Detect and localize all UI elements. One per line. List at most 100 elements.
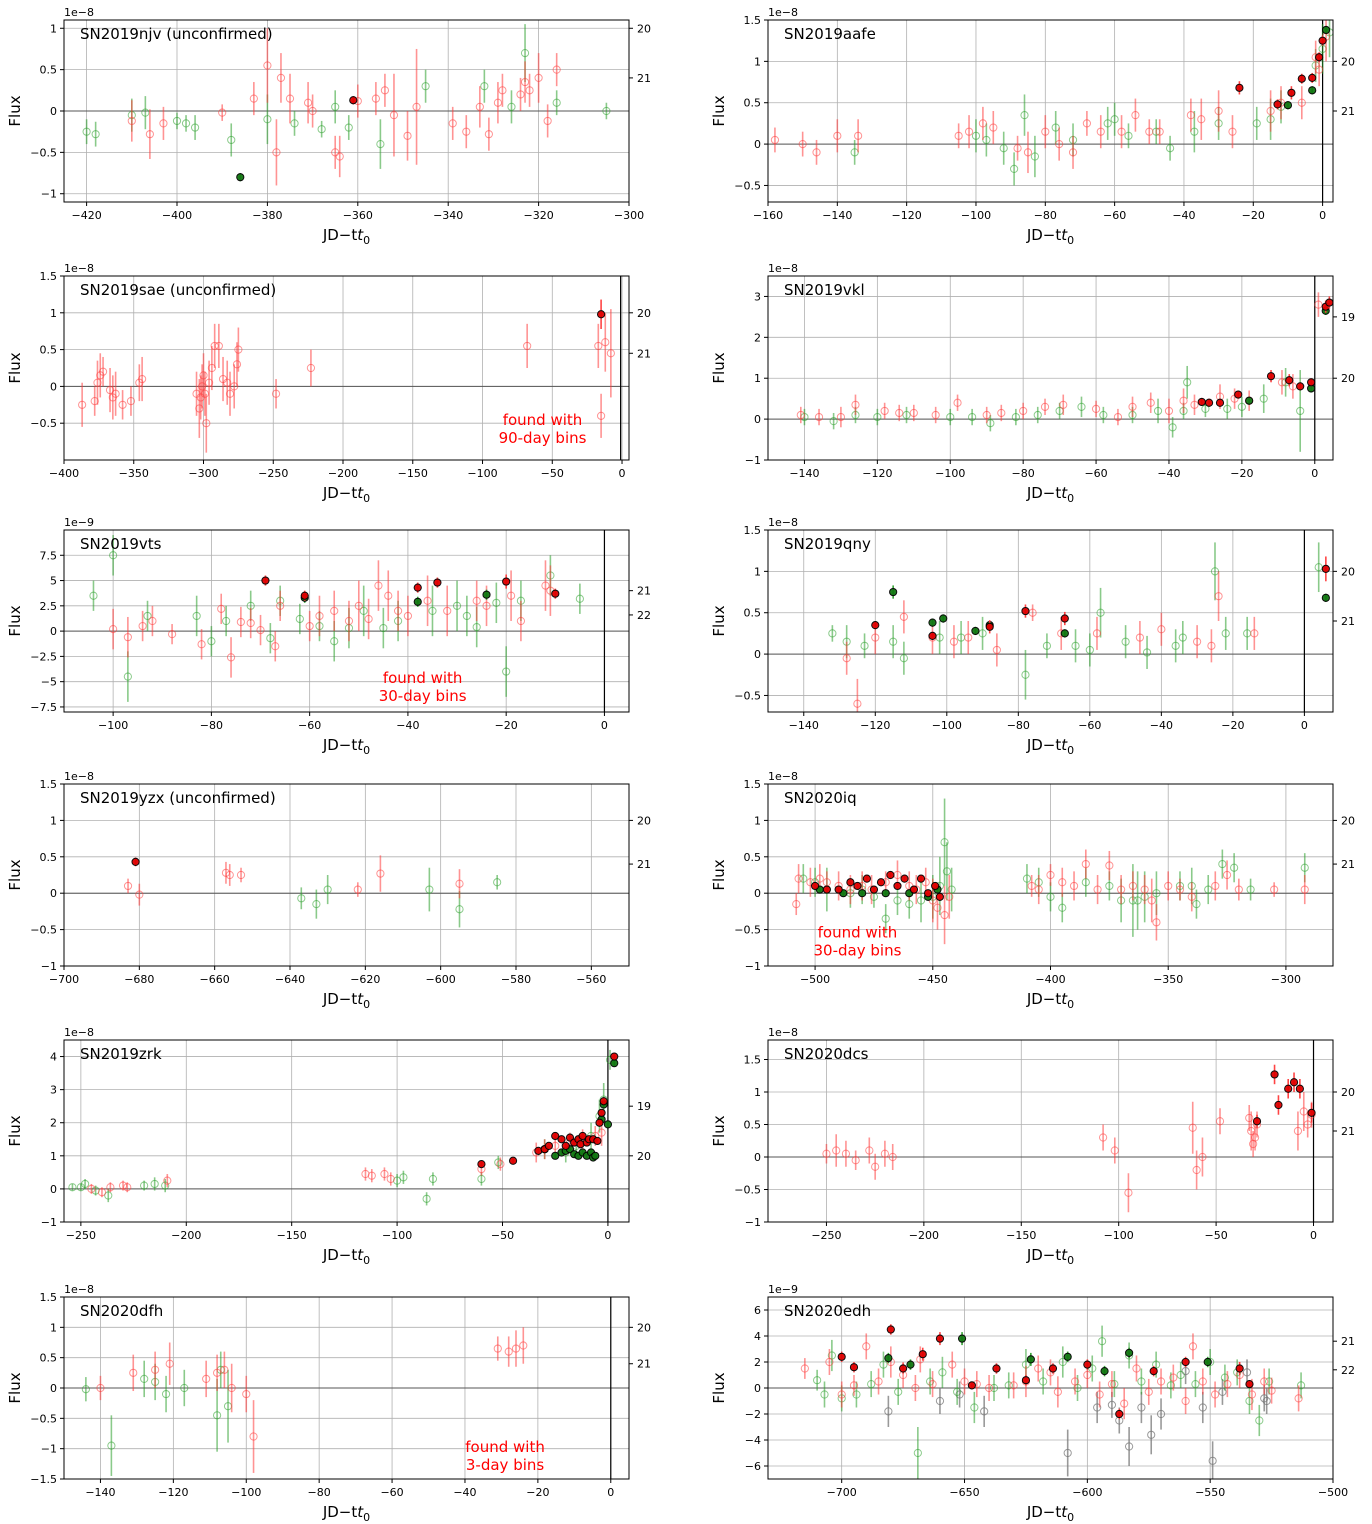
- point-g-filled: [1063, 1352, 1072, 1361]
- point-g-open: [492, 598, 501, 607]
- point-g-open: [344, 123, 353, 132]
- point-r-open: [249, 1432, 258, 1441]
- x-tick-label: −680: [124, 973, 154, 986]
- point-g-open: [312, 900, 321, 909]
- point-r-filled: [1060, 614, 1069, 623]
- point-r-open: [195, 404, 204, 413]
- y-tick-label: 0.5: [744, 1119, 762, 1132]
- point-g-open: [953, 1387, 962, 1397]
- point-r-open: [798, 139, 807, 149]
- point-g-open: [1085, 645, 1094, 655]
- point-gray-open: [1218, 1387, 1227, 1397]
- point-r-open: [305, 621, 314, 631]
- panel-title: SN2019njv (unconfirmed): [80, 25, 273, 43]
- data-points: [68, 1049, 619, 1206]
- point-g-open: [894, 1387, 903, 1397]
- y-tick-label: 0: [754, 1151, 761, 1164]
- point-r-open: [865, 1146, 874, 1155]
- point-r-open: [516, 616, 526, 626]
- point-r-open: [880, 1149, 889, 1158]
- point-g-open: [104, 1191, 113, 1200]
- point-r-open: [954, 131, 963, 140]
- point-r-open: [895, 408, 904, 418]
- point-r-open: [246, 618, 255, 628]
- point-g-filled: [884, 1354, 893, 1363]
- point-g-open: [494, 1158, 503, 1167]
- x-tick-label: −100: [231, 1486, 261, 1499]
- point-g-open: [472, 622, 481, 632]
- x-axis-label: JD−tt0: [1026, 484, 1074, 505]
- point-r-open: [127, 116, 136, 126]
- point-g-open: [1099, 410, 1108, 420]
- y-tick-label: 0.5: [40, 344, 58, 357]
- point-g-open: [1020, 111, 1029, 120]
- x-tick-label: −140: [789, 719, 819, 732]
- point-g-open: [425, 885, 434, 894]
- y-tick-label: −0.5: [30, 146, 57, 159]
- point-g-open: [828, 629, 837, 638]
- point-r-open: [199, 371, 208, 380]
- subplot-9: −250 −200 −150 −100 −50 0 −1 0 1 2 3 4 19 20 1e−8 SN201…: [6, 1026, 651, 1267]
- point-g-filled: [236, 173, 245, 182]
- panel-title: SN2019zrk: [80, 1045, 162, 1063]
- point-r-open: [928, 1380, 937, 1389]
- point-g-open: [161, 1389, 171, 1399]
- x-tick-label: −60: [380, 1486, 403, 1499]
- point-r-filled: [810, 881, 820, 891]
- x-tick-label: −60: [1078, 719, 1101, 732]
- point-g-open: [359, 606, 368, 615]
- point-r-open: [498, 86, 507, 95]
- point-r-open: [899, 612, 908, 621]
- point-r-open: [1034, 885, 1043, 894]
- y-tick-label: −0.5: [734, 179, 761, 192]
- point-r-open: [511, 1344, 521, 1353]
- point-gray-open: [1137, 1403, 1146, 1412]
- point-r-open: [1193, 637, 1202, 646]
- point-r-open: [393, 606, 403, 615]
- panel-title: SN2020dcs: [784, 1045, 869, 1063]
- y-axis-label: Flux: [710, 859, 728, 890]
- point-g-open: [1103, 119, 1112, 128]
- point-r-open: [212, 1368, 222, 1377]
- point-r-open: [1140, 885, 1149, 894]
- point-r-open: [455, 879, 464, 888]
- data-points: [800, 1324, 1306, 1479]
- point-g-open: [123, 672, 132, 681]
- y-tick-label: −7.5: [30, 701, 57, 714]
- x-tick-label: −150: [277, 1229, 307, 1242]
- point-r-filled: [1284, 1084, 1293, 1093]
- point-r-open: [984, 1383, 994, 1393]
- x-tick-label: −20: [1221, 719, 1244, 732]
- point-r-filled: [561, 1141, 570, 1150]
- point-r-open: [151, 1365, 160, 1374]
- point-r-open: [1131, 111, 1140, 120]
- mag-tick-label: 21: [1341, 1125, 1355, 1138]
- point-r-open: [854, 131, 863, 140]
- point-r-open: [992, 645, 1001, 655]
- axes-frame: [63, 275, 630, 461]
- point-r-open: [1294, 1394, 1303, 1403]
- point-r-filled: [862, 874, 871, 883]
- point-r-open: [204, 378, 214, 387]
- point-g-open: [1166, 1381, 1175, 1390]
- point-r-open: [1297, 98, 1306, 107]
- point-g-open: [462, 611, 471, 621]
- x-tick-label: −500: [800, 973, 830, 986]
- y-tick-label: 1: [50, 22, 57, 35]
- point-gray-open: [1093, 1403, 1102, 1412]
- point-r-open: [543, 116, 552, 126]
- point-g-filled: [971, 626, 980, 636]
- point-g-filled: [939, 614, 948, 623]
- y-offset-exponent: 1e−9: [64, 516, 94, 529]
- point-r-open: [1156, 1377, 1166, 1386]
- y-tick-label: 2: [754, 331, 761, 344]
- point-r-open: [1210, 1390, 1220, 1399]
- point-g-open: [1133, 896, 1142, 905]
- subplot-7: −700 −680 −660 −640 −620 −600 −580 −560 −1 −0.5 0 0…: [6, 770, 651, 1011]
- point-r-filled: [1181, 1357, 1190, 1367]
- y-tick-label: 1.5: [40, 270, 58, 283]
- point-g-filled: [603, 1120, 613, 1129]
- point-r-open: [335, 152, 344, 161]
- point-r-open: [601, 338, 610, 347]
- x-tick-label: −320: [523, 209, 553, 222]
